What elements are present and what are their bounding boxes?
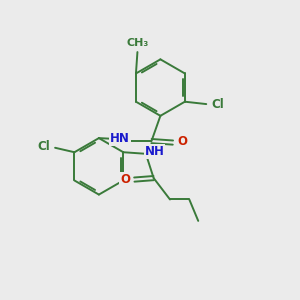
Text: O: O <box>177 135 188 148</box>
Text: Cl: Cl <box>38 140 50 153</box>
Text: HN: HN <box>110 132 130 145</box>
Text: NH: NH <box>145 145 164 158</box>
Text: Cl: Cl <box>211 98 224 111</box>
Text: O: O <box>120 173 130 186</box>
Text: CH₃: CH₃ <box>126 38 148 48</box>
